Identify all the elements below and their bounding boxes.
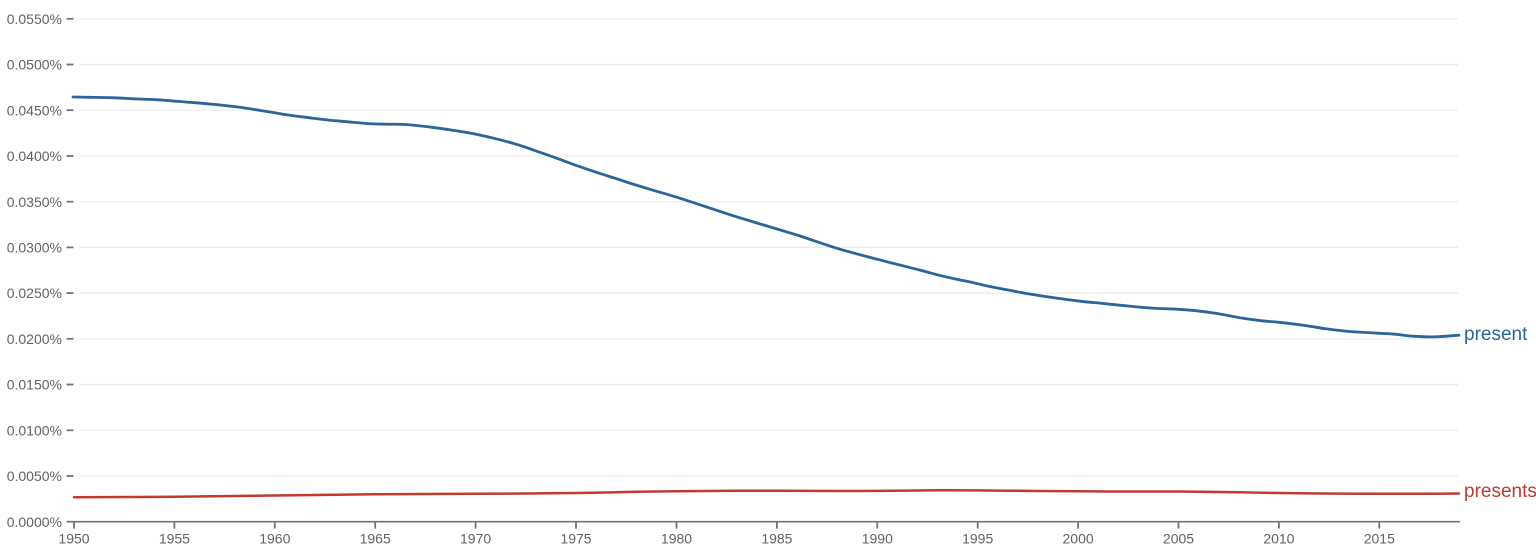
svg-text:1960: 1960 [259,531,290,547]
svg-text:0.0100%: 0.0100% [7,422,62,438]
svg-text:2015: 2015 [1364,531,1395,547]
svg-text:1975: 1975 [560,531,591,547]
svg-text:1965: 1965 [360,531,391,547]
svg-text:0.0500%: 0.0500% [7,57,62,73]
svg-text:1985: 1985 [761,531,792,547]
svg-text:2010: 2010 [1263,531,1294,547]
svg-text:present: present [1464,324,1528,345]
svg-text:0.0350%: 0.0350% [7,194,62,210]
svg-text:0.0050%: 0.0050% [7,468,62,484]
svg-text:1970: 1970 [460,531,491,547]
svg-text:0.0000%: 0.0000% [7,514,62,530]
svg-text:0.0250%: 0.0250% [7,285,62,301]
svg-text:presents: presents [1464,481,1536,502]
svg-text:0.0150%: 0.0150% [7,377,62,393]
svg-text:2000: 2000 [1063,531,1094,547]
svg-text:1995: 1995 [962,531,993,547]
svg-text:1955: 1955 [159,531,190,547]
svg-text:0.0400%: 0.0400% [7,148,62,164]
svg-text:0.0200%: 0.0200% [7,331,62,347]
svg-text:1950: 1950 [58,531,89,547]
svg-text:0.0550%: 0.0550% [7,11,62,27]
svg-text:0.0300%: 0.0300% [7,240,62,256]
svg-text:1980: 1980 [661,531,692,547]
svg-text:1990: 1990 [862,531,893,547]
svg-text:2005: 2005 [1163,531,1194,547]
svg-text:0.0450%: 0.0450% [7,102,62,118]
